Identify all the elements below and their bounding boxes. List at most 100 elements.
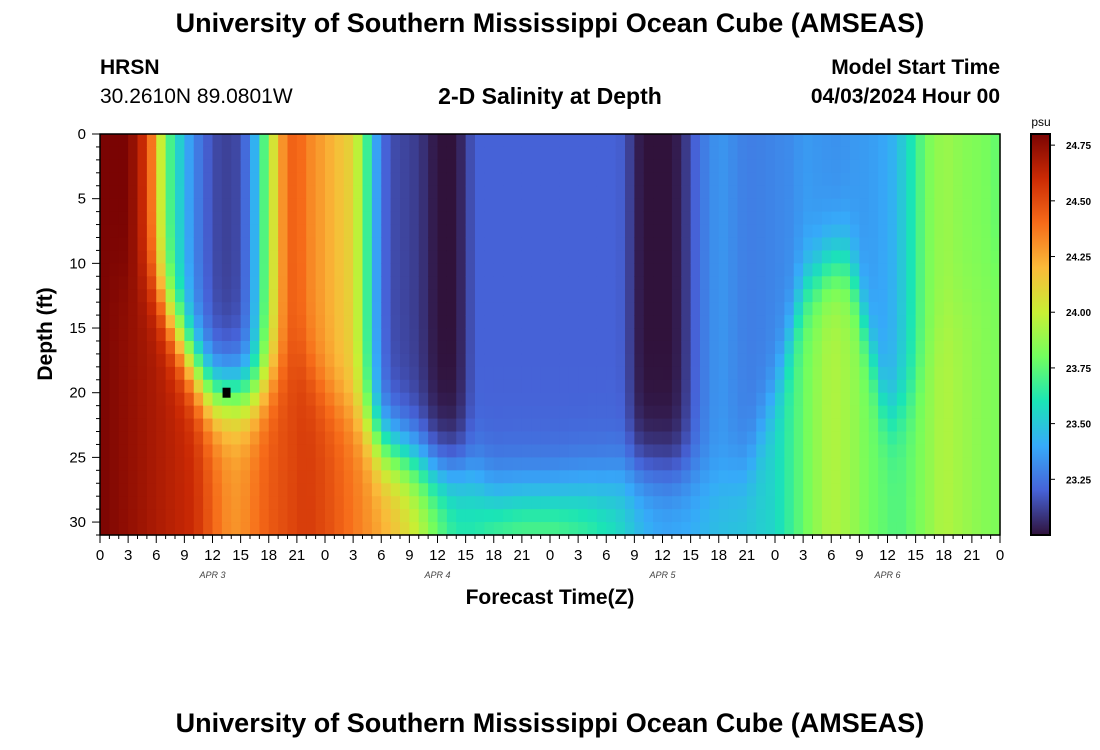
- heatmap-cell: [428, 315, 439, 329]
- heatmap-cell: [212, 315, 223, 329]
- heatmap-cell: [390, 289, 401, 303]
- heatmap-cell: [400, 418, 410, 433]
- heatmap-cell: [100, 159, 110, 174]
- heatmap-cell: [118, 353, 129, 368]
- heatmap-cell: [634, 328, 645, 342]
- heatmap-cell: [418, 328, 429, 342]
- heatmap-cell: [765, 185, 776, 200]
- x-tick-label: 21: [739, 547, 756, 564]
- heatmap-cell: [325, 483, 335, 497]
- heatmap-cell: [156, 431, 167, 446]
- heatmap-cell: [315, 250, 326, 264]
- x-tick-label: 15: [682, 547, 699, 564]
- heatmap-cell: [671, 353, 682, 368]
- heatmap-cell: [493, 366, 504, 381]
- heatmap-cell: [981, 418, 992, 433]
- heatmap-cell: [896, 224, 907, 239]
- heatmap-cell: [653, 418, 664, 433]
- heatmap-cell: [193, 263, 204, 277]
- heatmap-cell: [315, 418, 326, 433]
- heatmap-cell: [812, 444, 823, 458]
- heatmap-cell: [203, 159, 214, 174]
- heatmap-cell: [475, 211, 485, 226]
- heatmap-cell: [212, 211, 223, 226]
- heatmap-cell: [128, 211, 139, 226]
- heatmap-cell: [493, 224, 504, 239]
- heatmap-cell: [887, 237, 898, 252]
- heatmap-cell: [531, 444, 542, 458]
- heatmap-cell: [953, 328, 964, 342]
- heatmap-cell: [268, 289, 279, 303]
- heatmap-cell: [746, 405, 757, 420]
- heatmap-cell: [165, 444, 176, 458]
- heatmap-cell: [475, 496, 485, 510]
- heatmap-cell: [343, 224, 354, 239]
- heatmap-cell: [475, 353, 485, 368]
- y-tick-label: 10: [69, 255, 86, 272]
- heatmap-cell: [803, 302, 814, 316]
- heatmap-cell: [531, 302, 542, 316]
- heatmap-cell: [165, 263, 176, 277]
- heatmap-cell: [137, 483, 148, 497]
- heatmap-cell: [540, 263, 551, 277]
- heatmap-cell: [221, 224, 232, 239]
- heatmap-cell: [943, 198, 954, 213]
- heatmap-cell: [821, 198, 832, 213]
- heatmap-cell: [362, 289, 373, 303]
- heatmap-cell: [971, 159, 982, 174]
- heatmap-cell: [287, 340, 298, 355]
- heatmap-cell: [250, 250, 260, 264]
- heatmap-cell: [550, 457, 560, 471]
- heatmap-cell: [437, 392, 448, 407]
- heatmap-cell: [128, 263, 139, 277]
- heatmap-cell: [625, 211, 635, 226]
- heatmap-cell: [803, 457, 814, 471]
- heatmap-cell: [934, 172, 945, 187]
- heatmap-cell: [896, 353, 907, 368]
- heatmap-cell: [625, 522, 635, 536]
- heatmap-cell: [812, 302, 823, 316]
- heatmap-cell: [615, 198, 626, 213]
- heatmap-cell: [446, 302, 457, 316]
- heatmap-cell: [390, 172, 401, 187]
- heatmap-cell: [362, 405, 373, 420]
- heatmap-cell: [184, 211, 195, 226]
- heatmap-cell: [990, 418, 1001, 433]
- heatmap-cell: [240, 289, 251, 303]
- heatmap-cell: [737, 366, 748, 381]
- heatmap-cell: [868, 483, 879, 497]
- heatmap-cell: [578, 444, 589, 458]
- heatmap-cell: [400, 289, 410, 303]
- heatmap-cell: [353, 353, 364, 368]
- heatmap-cell: [746, 379, 757, 394]
- heatmap-cell: [371, 444, 382, 458]
- heatmap-cell: [906, 431, 917, 446]
- heatmap-cell: [512, 328, 523, 342]
- heatmap-cell: [821, 237, 832, 252]
- heatmap-cell: [784, 405, 795, 420]
- heatmap-cell: [315, 263, 326, 277]
- heatmap-cell: [915, 134, 926, 148]
- heatmap-cell: [531, 522, 542, 536]
- heatmap-cell: [409, 470, 420, 484]
- heatmap-cell: [906, 172, 917, 187]
- heatmap-cell: [925, 483, 935, 497]
- heatmap-cell: [925, 276, 935, 290]
- heatmap-cell: [353, 444, 364, 458]
- x-tick-label: 12: [654, 547, 671, 564]
- heatmap-cell: [306, 134, 317, 148]
- heatmap-cell: [400, 457, 410, 471]
- heatmap-cell: [118, 302, 129, 316]
- heatmap-cell: [596, 353, 607, 368]
- heatmap-cell: [878, 509, 889, 523]
- heatmap-cell: [278, 134, 289, 148]
- heatmap-cell: [728, 211, 739, 226]
- heatmap-cell: [325, 328, 335, 342]
- heatmap-cell: [503, 522, 514, 536]
- heatmap-cell: [390, 444, 401, 458]
- heatmap-cell: [943, 444, 954, 458]
- heatmap-cell: [709, 379, 720, 394]
- heatmap-cell: [175, 457, 185, 471]
- heatmap-cell: [587, 302, 598, 316]
- heatmap-cell: [118, 146, 129, 161]
